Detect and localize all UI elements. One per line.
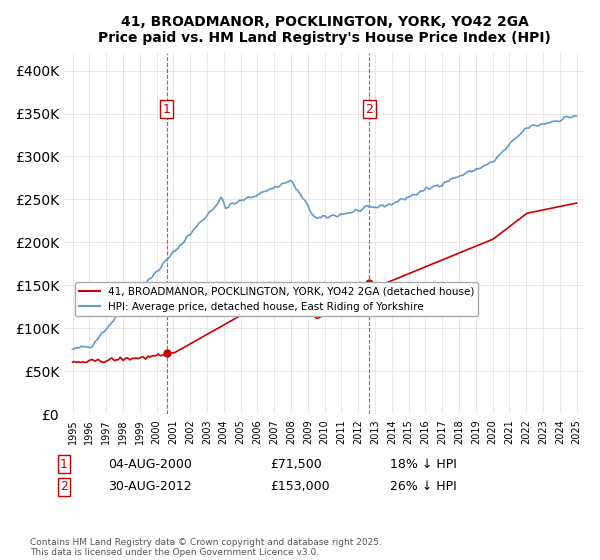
Text: £153,000: £153,000 — [270, 480, 329, 493]
Text: Contains HM Land Registry data © Crown copyright and database right 2025.
This d: Contains HM Land Registry data © Crown c… — [30, 538, 382, 557]
Text: 1: 1 — [60, 458, 68, 470]
Text: 1: 1 — [163, 102, 170, 116]
Text: 2: 2 — [60, 480, 68, 493]
Text: 30-AUG-2012: 30-AUG-2012 — [108, 480, 191, 493]
Text: £71,500: £71,500 — [270, 458, 322, 470]
Text: 26% ↓ HPI: 26% ↓ HPI — [390, 480, 457, 493]
Legend: 41, BROADMANOR, POCKLINGTON, YORK, YO42 2GA (detached house), HPI: Average price: 41, BROADMANOR, POCKLINGTON, YORK, YO42 … — [74, 282, 478, 316]
Text: 18% ↓ HPI: 18% ↓ HPI — [390, 458, 457, 470]
Title: 41, BROADMANOR, POCKLINGTON, YORK, YO42 2GA
Price paid vs. HM Land Registry's Ho: 41, BROADMANOR, POCKLINGTON, YORK, YO42 … — [98, 15, 551, 45]
Text: 04-AUG-2000: 04-AUG-2000 — [108, 458, 192, 470]
Text: 2: 2 — [365, 102, 373, 116]
